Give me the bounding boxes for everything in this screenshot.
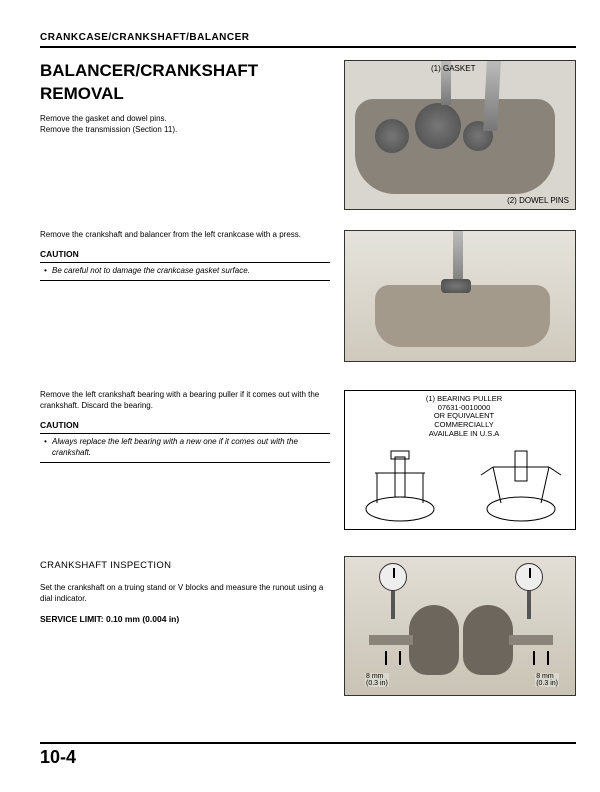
dial-left-icon <box>379 563 407 591</box>
label-gasket: (1) GASKET <box>431 64 475 73</box>
section-1: BALANCER/CRANKSHAFT REMOVAL Remove the g… <box>40 60 576 210</box>
sec3-caution-box: Always replace the left bearing with a n… <box>40 433 330 463</box>
page-number: 10-4 <box>40 742 576 768</box>
main-title: BALANCER/CRANKSHAFT REMOVAL <box>40 60 330 106</box>
section-3-figure-col: (1) BEARING PULLER 07631-0010000 OR EQUI… <box>344 390 576 530</box>
service-label: SERVICE LIMIT: <box>40 614 106 624</box>
section-4-text: CRANKSHAFT INSPECTION Set the crankshaft… <box>40 556 336 696</box>
figure-1: (1) GASKET (2) DOWEL PINS <box>344 60 576 210</box>
diagram-puller-left <box>355 447 445 527</box>
service-limit: SERVICE LIMIT: 0.10 mm (0.004 in) <box>40 614 330 625</box>
sec4-subhead: CRANKSHAFT INSPECTION <box>40 560 330 573</box>
sec1-p2: Remove the transmission (Section 11). <box>40 125 330 136</box>
puller-label-block: (1) BEARING PULLER 07631-0010000 OR EQUI… <box>389 395 539 438</box>
sec2-caution-text: Be careful not to damage the crankcase g… <box>44 266 326 277</box>
section-3: Remove the left crankshaft bearing with … <box>40 390 576 530</box>
sec1-p1: Remove the gasket and dowel pins. <box>40 114 330 125</box>
section-1-text: BALANCER/CRANKSHAFT REMOVAL Remove the g… <box>40 60 336 210</box>
sec3-caution-title: CAUTION <box>40 420 330 431</box>
sec2-caution-title: CAUTION <box>40 249 330 260</box>
mm-label-left: 8 mm (0.3 in) <box>365 673 389 687</box>
section-2: Remove the crankshaft and balancer from … <box>40 230 576 362</box>
puller-l5: AVAILABLE IN U.S.A <box>389 430 539 439</box>
label-dowel-pins: (2) DOWEL PINS <box>507 196 569 205</box>
figure-3: (1) BEARING PULLER 07631-0010000 OR EQUI… <box>344 390 576 530</box>
section-3-text: Remove the left crankshaft bearing with … <box>40 390 336 530</box>
figure-2 <box>344 230 576 362</box>
figure-4: 8 mm (0.3 in) 8 mm (0.3 in) <box>344 556 576 696</box>
section-1-figure-col: (1) GASKET (2) DOWEL PINS <box>344 60 576 210</box>
sec2-caution-box: Be careful not to damage the crankcase g… <box>40 262 330 281</box>
section-2-text: Remove the crankshaft and balancer from … <box>40 230 336 362</box>
service-value: 0.10 mm (0.004 in) <box>106 614 179 624</box>
mm-label-right: 8 mm (0.3 in) <box>535 673 559 687</box>
section-4: CRANKSHAFT INSPECTION Set the crankshaft… <box>40 556 576 696</box>
page-header: CRANKCASE/CRANKSHAFT/BALANCER <box>40 32 576 48</box>
sec3-caution-text: Always replace the left bearing with a n… <box>44 437 326 459</box>
sec3-p1: Remove the left crankshaft bearing with … <box>40 390 330 412</box>
sec2-p1: Remove the crankshaft and balancer from … <box>40 230 330 241</box>
section-4-figure-col: 8 mm (0.3 in) 8 mm (0.3 in) <box>344 556 576 696</box>
sec4-p1: Set the crankshaft on a truing stand or … <box>40 583 330 605</box>
diagram-puller-right <box>475 447 570 527</box>
section-2-figure-col <box>344 230 576 362</box>
dial-right-icon <box>515 563 543 591</box>
